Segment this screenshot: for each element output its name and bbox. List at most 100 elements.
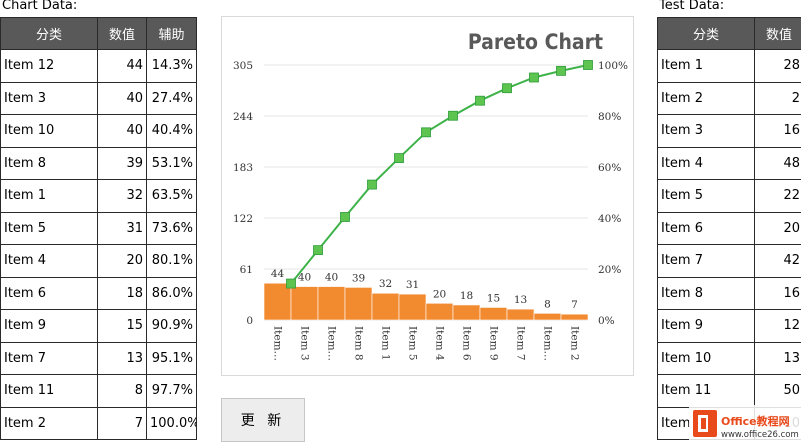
- bar-6[interactable]: [399, 294, 426, 320]
- cumulative-point-10[interactable]: [530, 73, 539, 82]
- category-cell[interactable]: Item 6: [658, 212, 755, 245]
- value-cell[interactable]: 13: [755, 342, 801, 375]
- cumulative-point-9[interactable]: [503, 84, 512, 93]
- category-cell[interactable]: Item 4: [658, 147, 755, 180]
- value-cell[interactable]: 42: [755, 245, 801, 278]
- value-cell[interactable]: 32: [98, 180, 147, 213]
- value-cell[interactable]: 16: [755, 277, 801, 310]
- category-cell[interactable]: Item 2: [1, 407, 98, 440]
- value-cell[interactable]: 20: [98, 245, 147, 278]
- category-cell[interactable]: Item 9: [1, 310, 98, 343]
- column-header-helper[interactable]: 辅助: [147, 18, 197, 50]
- value-cell[interactable]: 31: [98, 212, 147, 245]
- cumulative-point-2[interactable]: [314, 246, 323, 255]
- value-cell[interactable]: 7: [98, 407, 147, 440]
- bar-11[interactable]: [534, 313, 561, 320]
- helper-cell[interactable]: 73.6%: [147, 212, 197, 245]
- value-cell[interactable]: 40: [98, 115, 147, 148]
- helper-cell[interactable]: 86.0%: [147, 277, 197, 310]
- value-cell[interactable]: 28: [755, 50, 801, 83]
- category-cell[interactable]: Item 8: [658, 277, 755, 310]
- category-cell[interactable]: Item 10: [658, 342, 755, 375]
- cumulative-point-11[interactable]: [557, 66, 566, 75]
- category-cell[interactable]: Item 2: [658, 82, 755, 115]
- category-cell[interactable]: Item 5: [1, 212, 98, 245]
- helper-cell[interactable]: 53.1%: [147, 147, 197, 180]
- category-cell[interactable]: Item 1: [1, 180, 98, 213]
- value-cell[interactable]: 48: [755, 147, 801, 180]
- helper-cell[interactable]: 90.9%: [147, 310, 197, 343]
- category-cell[interactable]: Item 8: [1, 147, 98, 180]
- category-cell[interactable]: Item 3: [1, 82, 98, 115]
- category-cell[interactable]: Item 9: [658, 310, 755, 343]
- category-cell[interactable]: Item 3: [658, 115, 755, 148]
- category-cell[interactable]: Item 12: [1, 50, 98, 83]
- value-cell[interactable]: 18: [98, 277, 147, 310]
- value-cell[interactable]: 40: [98, 82, 147, 115]
- value-cell[interactable]: 2: [755, 82, 801, 115]
- cumulative-point-6[interactable]: [422, 128, 431, 137]
- bar-9[interactable]: [480, 307, 507, 320]
- value-cell[interactable]: 12: [755, 310, 801, 343]
- helper-cell[interactable]: 95.1%: [147, 342, 197, 375]
- column-header-value[interactable]: 数值: [98, 18, 147, 50]
- bar-10[interactable]: [507, 309, 534, 320]
- value-cell[interactable]: 50: [755, 375, 801, 408]
- category-cell[interactable]: Item 4: [1, 245, 98, 278]
- bar-2[interactable]: [291, 287, 318, 320]
- category-cell[interactable]: Item 11: [1, 375, 98, 408]
- bar-7[interactable]: [426, 303, 453, 320]
- cumulative-point-4[interactable]: [368, 180, 377, 189]
- value-cell[interactable]: 16: [755, 115, 801, 148]
- value-cell[interactable]: 44: [98, 50, 147, 83]
- helper-cell[interactable]: 100.0%: [147, 407, 197, 440]
- value-cell[interactable]: 8: [98, 375, 147, 408]
- column-header-category[interactable]: 分类: [1, 18, 98, 50]
- bar-3[interactable]: [318, 287, 345, 320]
- category-cell[interactable]: Item 7: [658, 245, 755, 278]
- helper-cell[interactable]: 14.3%: [147, 50, 197, 83]
- cumulative-point-5[interactable]: [395, 154, 404, 163]
- category-cell[interactable]: Item 6: [1, 277, 98, 310]
- column-header-category[interactable]: 分类: [658, 18, 755, 50]
- value-cell[interactable]: 20: [755, 212, 801, 245]
- value-cell[interactable]: 22: [755, 180, 801, 213]
- cumulative-point-8[interactable]: [476, 96, 485, 105]
- value-cell[interactable]: 39: [98, 147, 147, 180]
- category-cell[interactable]: Item 1: [658, 50, 755, 83]
- helper-cell[interactable]: 63.5%: [147, 180, 197, 213]
- update-button[interactable]: 更 新: [221, 398, 305, 442]
- bar-12[interactable]: [561, 314, 588, 320]
- value-cell[interactable]: 13: [98, 342, 147, 375]
- category-cell[interactable]: Item 7: [1, 342, 98, 375]
- category-cell[interactable]: Item 10: [1, 115, 98, 148]
- helper-cell[interactable]: 80.1%: [147, 245, 197, 278]
- cumulative-point-7[interactable]: [449, 111, 458, 120]
- cumulative-point-12[interactable]: [584, 61, 593, 70]
- value-cell[interactable]: 15: [98, 310, 147, 343]
- bar-4[interactable]: [345, 287, 372, 320]
- helper-cell[interactable]: 40.4%: [147, 115, 197, 148]
- helper-cell[interactable]: 97.7%: [147, 375, 197, 408]
- helper-cell[interactable]: 27.4%: [147, 82, 197, 115]
